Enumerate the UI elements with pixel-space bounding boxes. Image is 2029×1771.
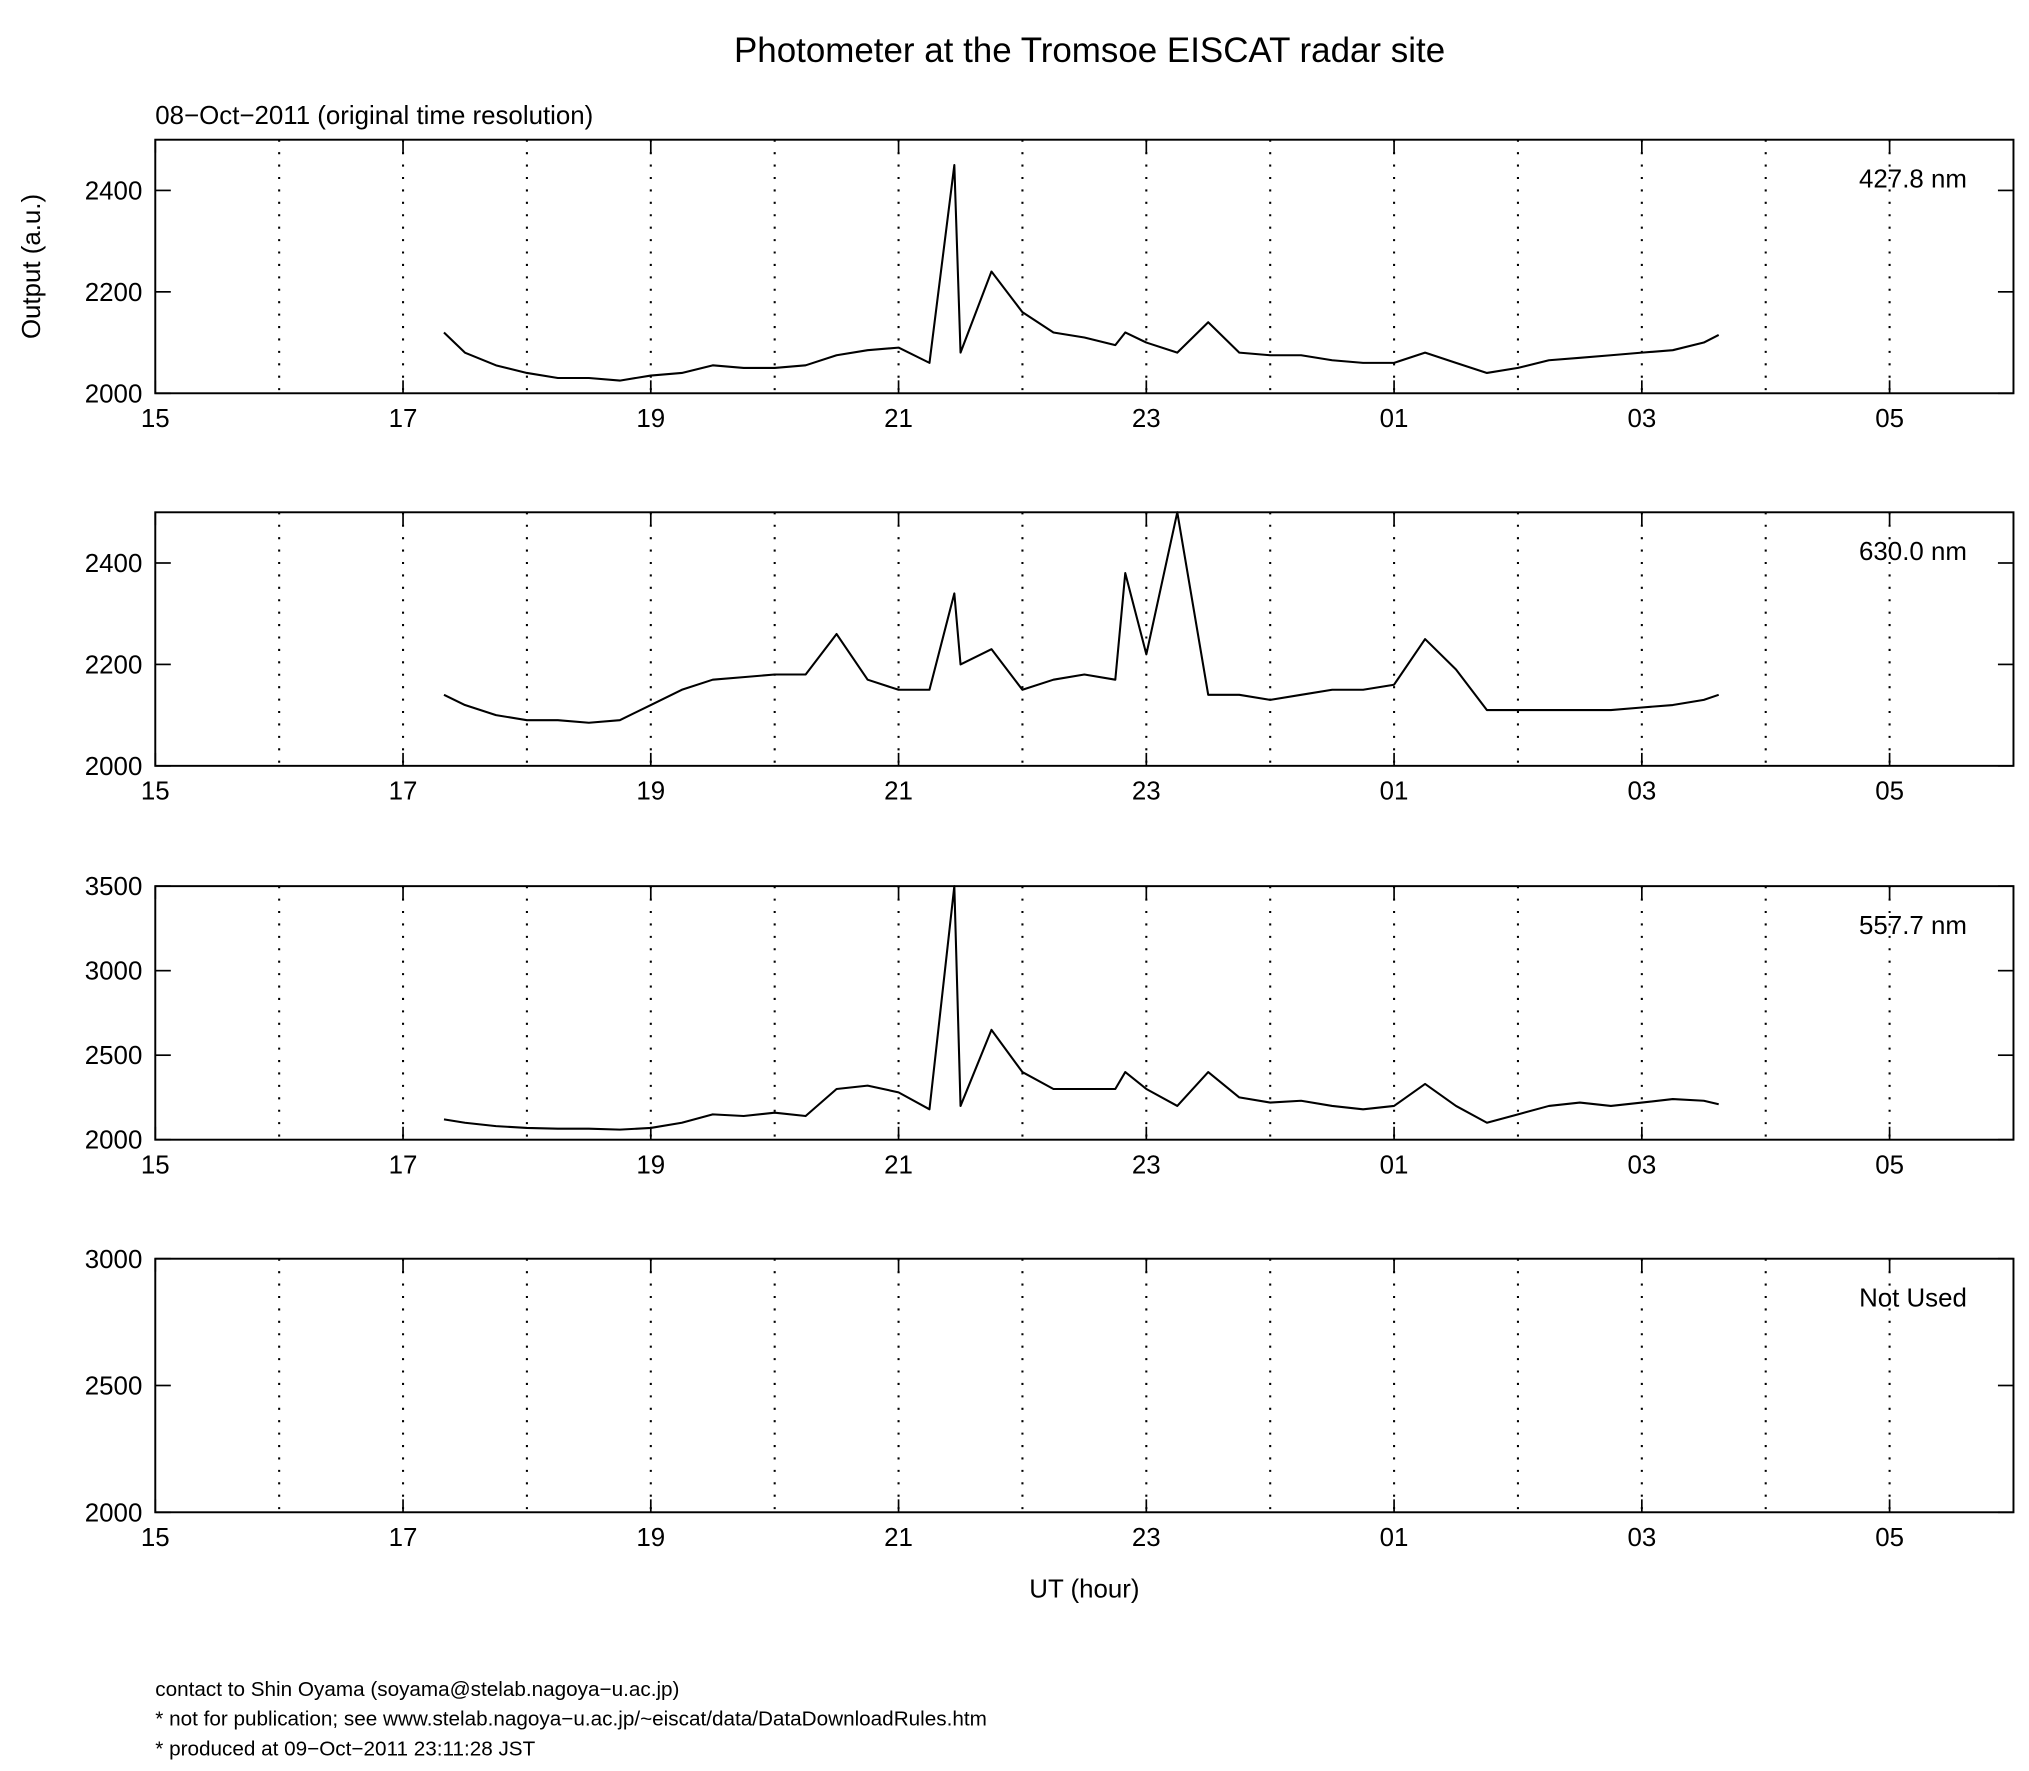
x-tick-label: 23 (1132, 405, 1161, 433)
y-tick-label: 2200 (85, 651, 143, 679)
y-tick-label: 2400 (85, 177, 143, 205)
x-tick-label: 21 (884, 405, 913, 433)
y-tick-label: 2000 (85, 380, 143, 408)
y-tick-label: 2000 (85, 1127, 143, 1155)
footer-line: contact to Shin Oyama (soyama@stelab.nag… (155, 1678, 679, 1701)
x-tick-label: 15 (141, 777, 170, 805)
figure-title: Photometer at the Tromsoe EISCAT radar s… (734, 31, 1445, 70)
x-tick-label: 01 (1380, 1151, 1409, 1179)
x-tick-label: 19 (636, 1524, 665, 1552)
x-tick-label: 05 (1875, 777, 1904, 805)
x-tick-label: 01 (1380, 405, 1409, 433)
x-tick-label: 21 (884, 1151, 913, 1179)
y-tick-label: 2500 (85, 1042, 143, 1070)
x-tick-label: 01 (1380, 1524, 1409, 1552)
x-tick-label: 21 (884, 1524, 913, 1552)
x-tick-label: 23 (1132, 1524, 1161, 1552)
x-tick-label: 17 (389, 405, 418, 433)
x-tick-label: 05 (1875, 405, 1904, 433)
x-tick-label: 21 (884, 777, 913, 805)
footer-line: * produced at 09−Oct−2011 23:11:28 JST (155, 1737, 535, 1760)
x-tick-label: 19 (636, 405, 665, 433)
y-tick-label: 2400 (85, 550, 143, 578)
x-tick-label: 17 (389, 777, 418, 805)
x-tick-label: 03 (1627, 405, 1656, 433)
x-axis-label: UT (hour) (1029, 1576, 1139, 1604)
axes-frame (154, 1257, 2015, 1514)
y-tick-label: 2200 (85, 279, 143, 307)
y-tick-label: 2000 (85, 753, 143, 781)
y-axis-label: Output (a.u.) (18, 194, 46, 339)
x-tick-label: 23 (1132, 1151, 1161, 1179)
data-line (443, 511, 1720, 724)
x-tick-label: 17 (389, 1524, 418, 1552)
panel-label: 630.0 nm (1859, 538, 1967, 566)
axes-frame (154, 511, 2015, 767)
data-line (443, 164, 1720, 382)
x-tick-label: 03 (1627, 777, 1656, 805)
data-line (443, 885, 1719, 1131)
y-tick-label: 2500 (85, 1373, 143, 1401)
x-tick-label: 17 (389, 1151, 418, 1179)
x-tick-label: 19 (636, 1151, 665, 1179)
y-tick-label: 2000 (85, 1499, 143, 1527)
x-tick-label: 01 (1380, 777, 1409, 805)
footer-line: * not for publication; see www.stelab.na… (155, 1708, 987, 1731)
y-tick-label: 3000 (85, 1246, 143, 1274)
x-tick-label: 03 (1627, 1151, 1656, 1179)
y-tick-label: 3000 (85, 958, 143, 986)
subtitle: 08−Oct−2011 (original time resolution) (155, 102, 593, 130)
x-tick-label: 15 (141, 1151, 170, 1179)
axes-frame (154, 138, 2015, 395)
panel-label: Not Used (1859, 1285, 1967, 1313)
y-tick-label: 3500 (85, 873, 143, 901)
panel-label: 557.7 nm (1859, 912, 1967, 940)
x-tick-label: 03 (1627, 1524, 1656, 1552)
x-tick-label: 19 (636, 777, 665, 805)
x-tick-label: 23 (1132, 777, 1161, 805)
x-tick-label: 05 (1875, 1524, 1904, 1552)
x-tick-label: 15 (141, 1524, 170, 1552)
axes-frame (154, 885, 2015, 1141)
x-tick-label: 05 (1875, 1151, 1904, 1179)
x-tick-label: 15 (141, 405, 170, 433)
panel-label: 427.8 nm (1859, 166, 1967, 194)
